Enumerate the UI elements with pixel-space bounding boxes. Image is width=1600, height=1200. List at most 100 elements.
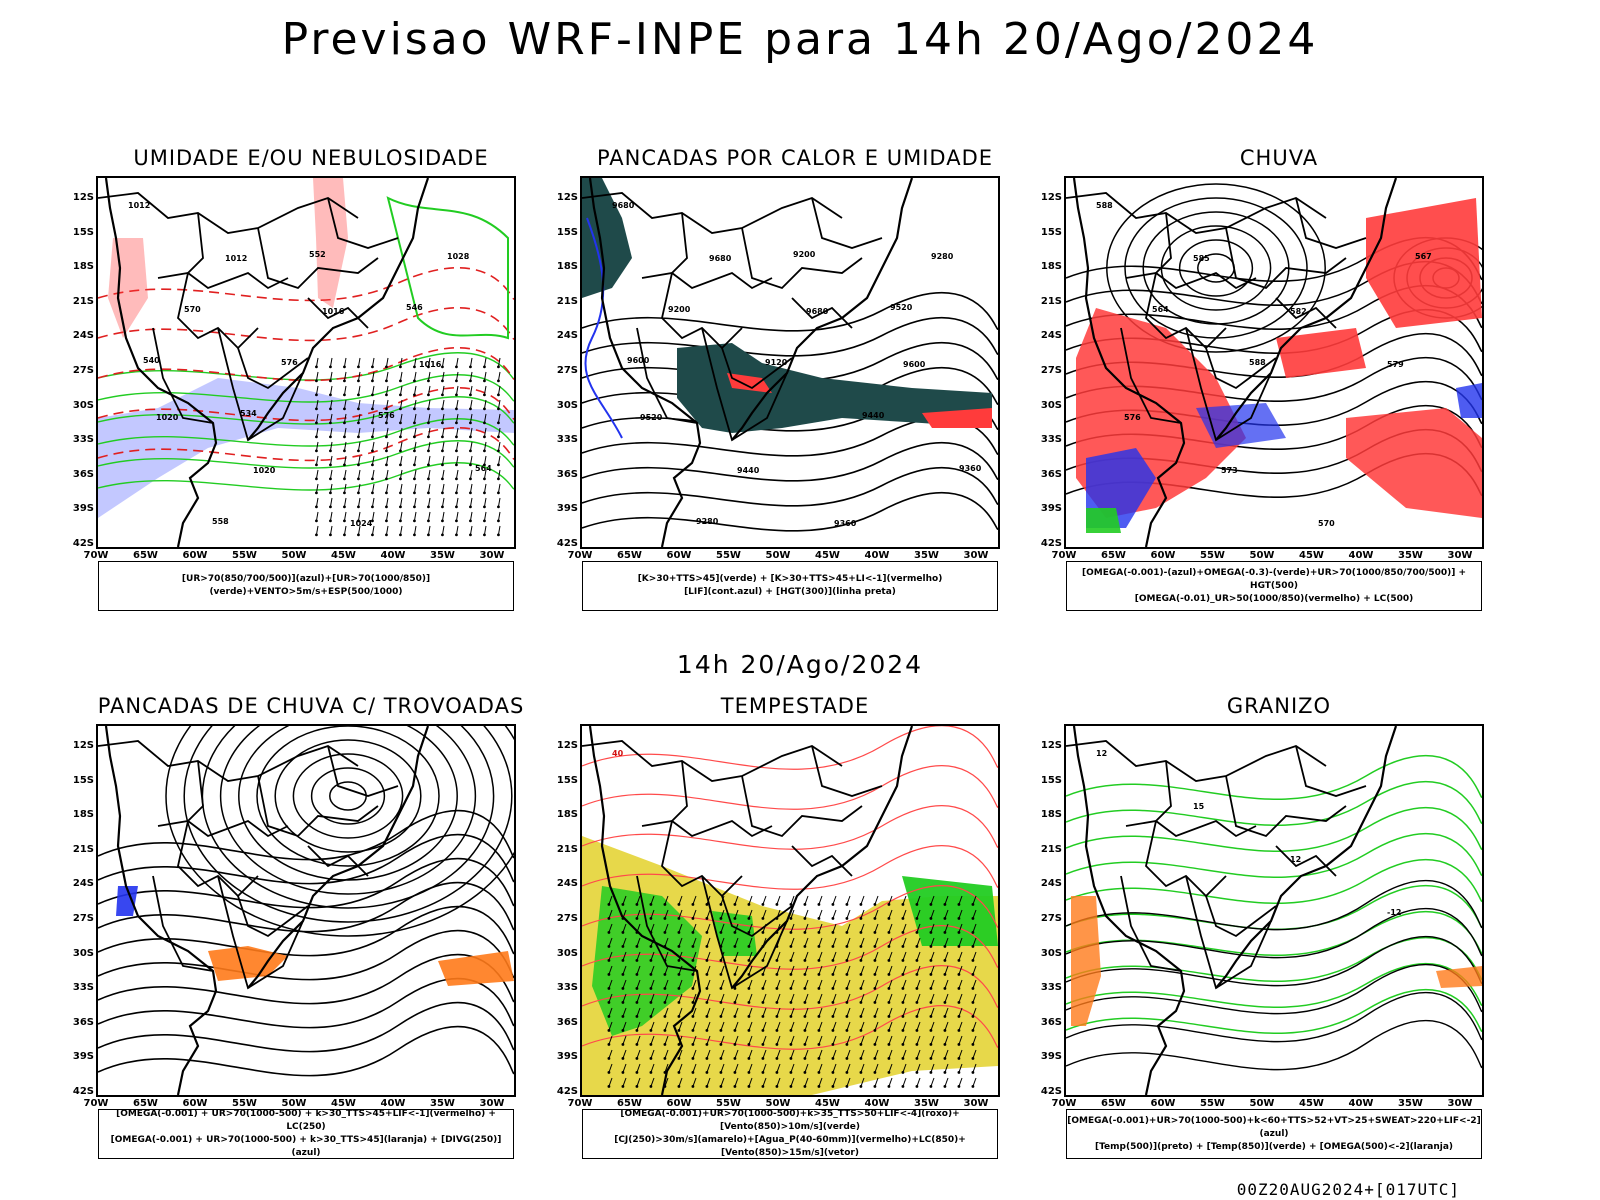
contour-label: 588 <box>1096 201 1113 210</box>
lon-tick-label: 60W <box>182 1098 208 1109</box>
legend-line: [OMEGA(-0.001)+UR>70(1000-500)+k<60+TTS>… <box>1067 1115 1481 1139</box>
lat-tick-label: 39S <box>1040 503 1062 515</box>
lat-tick-label: 12S <box>72 740 94 751</box>
lon-tick-label: 40W <box>864 1098 890 1109</box>
lon-tick-label: 45W <box>1299 1098 1324 1109</box>
lat-tick-label: 42S <box>556 1086 578 1097</box>
lat-tick-label: 15S <box>556 774 578 786</box>
map-canvas: 1012 1012 1016 1016 1020 1020 1024 1028 570 576 57… <box>98 178 514 547</box>
lon-tick-label: 55W <box>716 1098 741 1109</box>
contour-label: 1012 <box>128 201 150 210</box>
contour-label: 40 <box>612 749 624 758</box>
contour-label: 15 <box>1193 802 1205 811</box>
lat-tick-label: 33S <box>556 434 578 446</box>
panel-pancadas: PANCADAS POR CALOR E UMIDADE 9680 9680 968… <box>550 146 1040 626</box>
lat-tick-label: 21S <box>72 295 94 307</box>
contour-label: 552 <box>309 250 326 259</box>
lat-tick-label: 27S <box>1040 365 1062 376</box>
map-tempestade: 40 <box>580 724 1000 1097</box>
contour-label: 9520 <box>640 413 663 422</box>
legend-line: [UR>70(850/700/500)](azul)+[UR>70(1000/8… <box>181 574 431 597</box>
panel-legend: [K>30+TTS>45](verde) + [K>30+TTS>45+LI<-… <box>582 561 998 611</box>
lat-tick-label: 15S <box>1040 774 1062 786</box>
contour-label: 9600 <box>903 360 926 369</box>
panel-title: GRANIZO <box>1226 694 1332 718</box>
lat-tick-label: 36S <box>556 468 578 480</box>
map-trovoadas <box>96 724 516 1097</box>
lon-tick-label: 70W <box>567 550 593 561</box>
panel-legend: [OMEGA(-0.001) + UR>70(1000-500) + k>30_… <box>98 1109 514 1159</box>
lon-tick-label: 65W <box>133 550 158 561</box>
lat-tick-label: 30S <box>1040 399 1062 411</box>
map-canvas: 12 15 12 -12 <box>1066 726 1482 1095</box>
contour-label: 12 <box>1290 855 1301 864</box>
lon-tick-label: 55W <box>1200 1098 1225 1109</box>
lat-tick-label: 12S <box>1040 740 1062 751</box>
lon-tick-label: 50W <box>1249 550 1275 561</box>
contour-label: 9360 <box>834 519 857 528</box>
lat-tick-label: 18S <box>72 809 94 821</box>
lon-tick-label: 70W <box>83 1098 109 1109</box>
lat-tick-label: 12S <box>1040 192 1062 203</box>
lat-tick-label: 36S <box>72 468 94 480</box>
legend-line: [OMEGA(-0.001) + UR>70(1000-500) + k>30_… <box>116 1109 496 1132</box>
contour-label: 576 <box>281 358 298 367</box>
lon-tick-label: 70W <box>1051 1098 1077 1109</box>
lat-tick-label: 24S <box>556 330 578 342</box>
lat-tick-label: 33S <box>556 982 578 994</box>
map-chuva: 588 585 582 579 576 573 570 567 564 588 <box>1064 176 1484 549</box>
lon-tick-label: 40W <box>1348 550 1374 561</box>
lat-tick-label: 33S <box>1040 434 1062 446</box>
legend-line: [LIF](cont.azul) + [HGT(300)](linha pret… <box>684 587 896 597</box>
page-title: Previsao WRF-INPE para 14h 20/Ago/2024 <box>281 14 1319 65</box>
legend-line: [Temp(500)](preto) + [Temp(850)](verde) … <box>1094 1141 1454 1152</box>
lat-tick-label: 30S <box>1040 947 1062 959</box>
lat-tick-label: 24S <box>1040 878 1062 890</box>
lon-tick-label: 60W <box>666 1098 692 1109</box>
lat-tick-label: 12S <box>556 192 578 203</box>
lon-tick-label: 70W <box>83 550 109 561</box>
lon-tick-label: 45W <box>815 550 840 561</box>
lon-tick-label: 45W <box>331 1098 356 1109</box>
lat-tick-label: 33S <box>72 434 94 446</box>
contour-label: 9680 <box>709 254 732 263</box>
panel-legend: [OMEGA(-0.001)+UR>70(1000-500)+k<60+TTS>… <box>1066 1109 1482 1159</box>
contour-label: 1020 <box>156 413 179 422</box>
map-umidade: 1012 1012 1016 1016 1020 1020 1024 1028 570 576 57… <box>96 176 516 549</box>
contour-label: 9200 <box>793 250 816 259</box>
lat-tick-label: 42S <box>72 538 94 549</box>
contour-label: 9600 <box>627 356 650 365</box>
lat-tick-label: 27S <box>72 913 94 924</box>
contour-label: 1024 <box>350 519 373 528</box>
panel-title: CHUVA <box>1239 146 1319 170</box>
lon-tick-label: 55W <box>716 550 741 561</box>
lon-tick-label: 45W <box>331 550 356 561</box>
lon-tick-label: 40W <box>864 550 890 561</box>
lon-tick-label: 50W <box>1249 1098 1275 1109</box>
legend-line: [OMEGA(-0.001)-(azul)+OMEGA(-0.3)-(verde… <box>1081 567 1467 591</box>
contour-label: 1016 <box>322 307 345 316</box>
contour-label: 582 <box>1290 307 1307 316</box>
contour-label: 9680 <box>612 201 635 210</box>
contour-label: 540 <box>143 356 160 365</box>
contour-label: 1012 <box>225 254 247 263</box>
page-subtitle: 14h 20/Ago/2024 <box>676 650 924 679</box>
lat-tick-label: 12S <box>72 192 94 203</box>
lat-tick-label: 24S <box>72 330 94 342</box>
legend-line: [K>30+TTS>45](verde) + [K>30+TTS>45+LI<-… <box>637 574 943 584</box>
lat-tick-label: 27S <box>1040 913 1062 924</box>
panel-umidade: UMIDADE E/OU NEBULOSIDADE 1012 1012 1016 10… <box>66 146 556 626</box>
lat-tick-label: 39S <box>72 1051 94 1063</box>
contour-label: 570 <box>1318 519 1335 528</box>
lon-tick-label: 60W <box>1150 1098 1176 1109</box>
lon-tick-label: 40W <box>380 550 406 561</box>
contour-label: 1020 <box>253 466 276 475</box>
contour-label: 9360 <box>959 464 982 473</box>
lat-tick-label: 21S <box>556 295 578 307</box>
contour-label: 570 <box>184 305 201 314</box>
panel-legend: [UR>70(850/700/500)](azul)+[UR>70(1000/8… <box>98 561 514 611</box>
lat-tick-label: 42S <box>72 1086 94 1097</box>
lat-tick-label: 39S <box>72 503 94 515</box>
lat-tick-label: 18S <box>556 809 578 821</box>
panel-title: PANCADAS DE CHUVA C/ TROVOADAS <box>97 694 525 718</box>
